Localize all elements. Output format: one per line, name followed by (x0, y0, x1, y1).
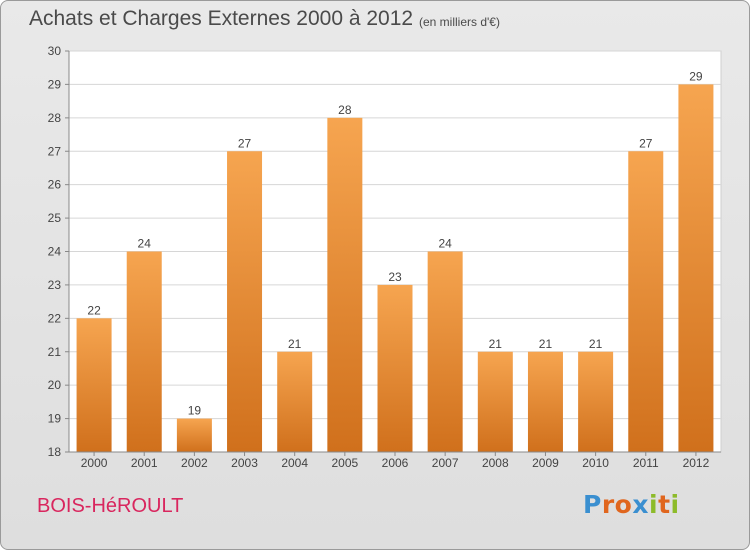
y-tick-label: 24 (48, 245, 62, 259)
logo-letter: i (670, 490, 680, 519)
bar-value-label: 22 (87, 303, 101, 317)
bar (327, 117, 363, 452)
bar (126, 251, 162, 452)
bar (678, 84, 714, 453)
y-tick-label: 25 (48, 211, 62, 225)
bar (628, 151, 664, 452)
logo-letter: t (658, 490, 671, 519)
x-tick-label: 2005 (331, 456, 358, 470)
bar (527, 351, 563, 452)
logo-letter: P (583, 490, 602, 519)
bar-value-label: 28 (338, 103, 352, 117)
x-tick-label: 2000 (81, 456, 108, 470)
y-tick-label: 22 (48, 311, 62, 325)
logo-letter: i (649, 490, 659, 519)
bar-value-label: 19 (188, 404, 202, 418)
bar-value-label: 23 (388, 270, 402, 284)
logo-letter: r (601, 490, 615, 519)
x-tick-label: 2002 (181, 456, 208, 470)
bar (427, 251, 463, 452)
x-tick-label: 2009 (532, 456, 559, 470)
place-name: BOIS-HéROULT (37, 495, 184, 517)
bar (227, 151, 263, 452)
y-tick-label: 21 (48, 345, 62, 359)
proxiti-logo: Proxiti (583, 490, 680, 519)
bar (277, 351, 313, 452)
y-tick-label: 28 (48, 111, 62, 125)
x-tick-label: 2001 (131, 456, 158, 470)
logo-letter: x (632, 490, 649, 519)
bar-value-label: 27 (238, 136, 252, 150)
x-tick-label: 2003 (231, 456, 258, 470)
y-tick-label: 26 (48, 178, 62, 192)
x-tick-label: 2011 (633, 456, 659, 470)
x-tick-label: 2008 (482, 456, 509, 470)
bar (578, 351, 614, 452)
y-tick-label: 29 (48, 77, 62, 91)
logo-letter: o (614, 490, 633, 519)
y-tick-label: 20 (48, 378, 62, 392)
chart-title: Achats et Charges Externes 2000 à 2012 (29, 7, 414, 30)
x-tick-label: 2007 (432, 456, 459, 470)
y-tick-label: 18 (48, 445, 62, 459)
y-tick-label: 30 (48, 44, 62, 58)
bar (377, 284, 413, 452)
y-tick-label: 19 (48, 412, 62, 426)
x-tick-label: 2006 (382, 456, 409, 470)
y-tick-label: 23 (48, 278, 62, 292)
bar-value-label: 21 (288, 337, 302, 351)
bar-value-label: 21 (539, 337, 553, 351)
y-tick-label: 27 (48, 144, 62, 158)
bar-value-label: 29 (689, 69, 703, 83)
chart-subtitle: (en milliers d'€) (419, 15, 500, 29)
bar-value-label: 24 (438, 237, 452, 251)
bar-value-label: 24 (138, 237, 152, 251)
x-tick-label: 2012 (683, 456, 710, 470)
x-tick-label: 2010 (582, 456, 609, 470)
bar (176, 418, 212, 452)
bar-value-label: 21 (589, 337, 603, 351)
x-tick-label: 2004 (281, 456, 308, 470)
bar-value-label: 27 (639, 136, 653, 150)
bar (76, 318, 112, 452)
bar-value-label: 21 (489, 337, 503, 351)
bar (477, 351, 513, 452)
